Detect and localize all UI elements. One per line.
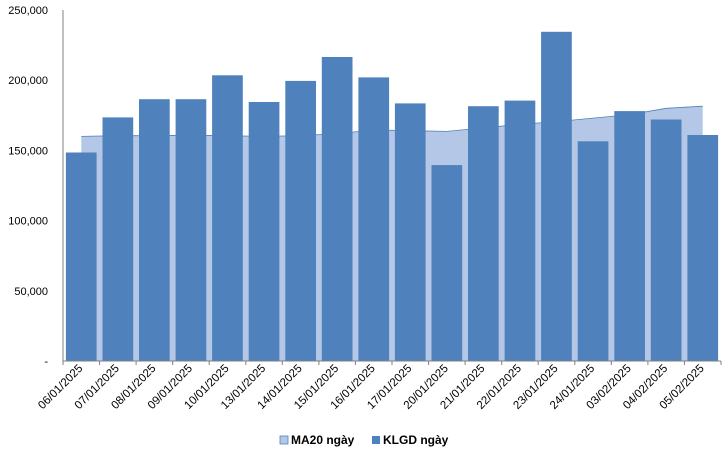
klgd-bar [394, 103, 426, 362]
klgd-bar [358, 77, 390, 362]
y-axis-ticks: - 50,000 100,000 150,000 200,000 250,000 [8, 5, 48, 368]
x-axis-ticks: 06/01/202507/01/202508/01/202509/01/2025… [36, 363, 707, 412]
klgd-bar [687, 135, 719, 361]
klgd-bar [541, 31, 572, 362]
klgd-bar [577, 141, 609, 361]
legend-swatch-ma20 [279, 435, 289, 445]
legend-label-klgd: KLGD ngày [383, 433, 449, 447]
klgd-bar [650, 119, 682, 361]
ma20-area [81, 106, 703, 361]
klgd-bar [614, 111, 645, 361]
klgd-bar [65, 152, 97, 361]
klgd-bar [431, 165, 463, 361]
klgd-bar [248, 102, 280, 361]
legend-swatch-klgd [372, 436, 380, 444]
klgd-bar [139, 99, 170, 361]
klgd-bar [102, 117, 134, 362]
klgd-bar [504, 100, 536, 361]
klgd-bar-layer [65, 31, 719, 362]
y-tick-label: 50,000 [14, 286, 48, 298]
legend-label-ma20: MA20 ngày [291, 433, 355, 447]
axes [62, 10, 722, 365]
klgd-bar [468, 106, 499, 361]
ma20-area-layer [81, 105, 703, 361]
y-tick-label: 200,000 [8, 75, 48, 87]
y-tick-label: 100,000 [8, 216, 48, 228]
y-tick-label: 150,000 [8, 145, 48, 157]
klgd-bar [321, 57, 353, 361]
legend: MA20 ngày KLGD ngày [279, 433, 449, 447]
klgd-bar [212, 75, 243, 362]
y-tick-label: - [44, 356, 48, 368]
klgd-bar [175, 99, 207, 361]
y-tick-label: 250,000 [8, 5, 48, 17]
klgd-bar [285, 80, 316, 362]
